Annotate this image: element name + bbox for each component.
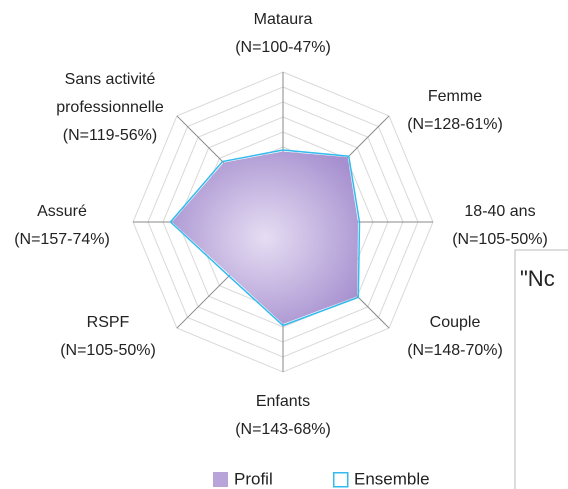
axis-label: (N=119-56%) — [63, 127, 157, 144]
legend-label: Profil — [234, 469, 273, 488]
axis-label: Femme — [428, 88, 482, 105]
axis-label: (N=148-70%) — [407, 342, 503, 359]
axis-label: (N=100-47%) — [235, 39, 331, 56]
legend-label: Ensemble — [354, 469, 430, 488]
clipped-text: "Nc — [520, 266, 555, 291]
axis-label: professionnelle — [56, 99, 164, 116]
axis-label: 18-40 ans — [464, 203, 535, 220]
legend-swatch — [333, 472, 349, 488]
axis-label: (N=105-50%) — [452, 231, 548, 248]
axis-label: (N=128-61%) — [407, 116, 503, 133]
axis-label: RSPF — [87, 314, 130, 331]
axis-label: (N=105-50%) — [60, 342, 156, 359]
axis-label: (N=143-68%) — [235, 421, 331, 438]
series-line — [169, 149, 361, 327]
axis-label: Assuré — [37, 203, 87, 220]
clipped-box — [514, 249, 568, 489]
axis-label: Mataura — [254, 11, 313, 28]
axis-label: Enfants — [256, 393, 310, 410]
series-area — [172, 151, 358, 324]
axis-label: Couple — [430, 314, 481, 331]
legend-swatch — [213, 472, 228, 487]
axis-label: (N=157-74%) — [14, 231, 110, 248]
axis-label: Sans activité — [65, 71, 156, 88]
